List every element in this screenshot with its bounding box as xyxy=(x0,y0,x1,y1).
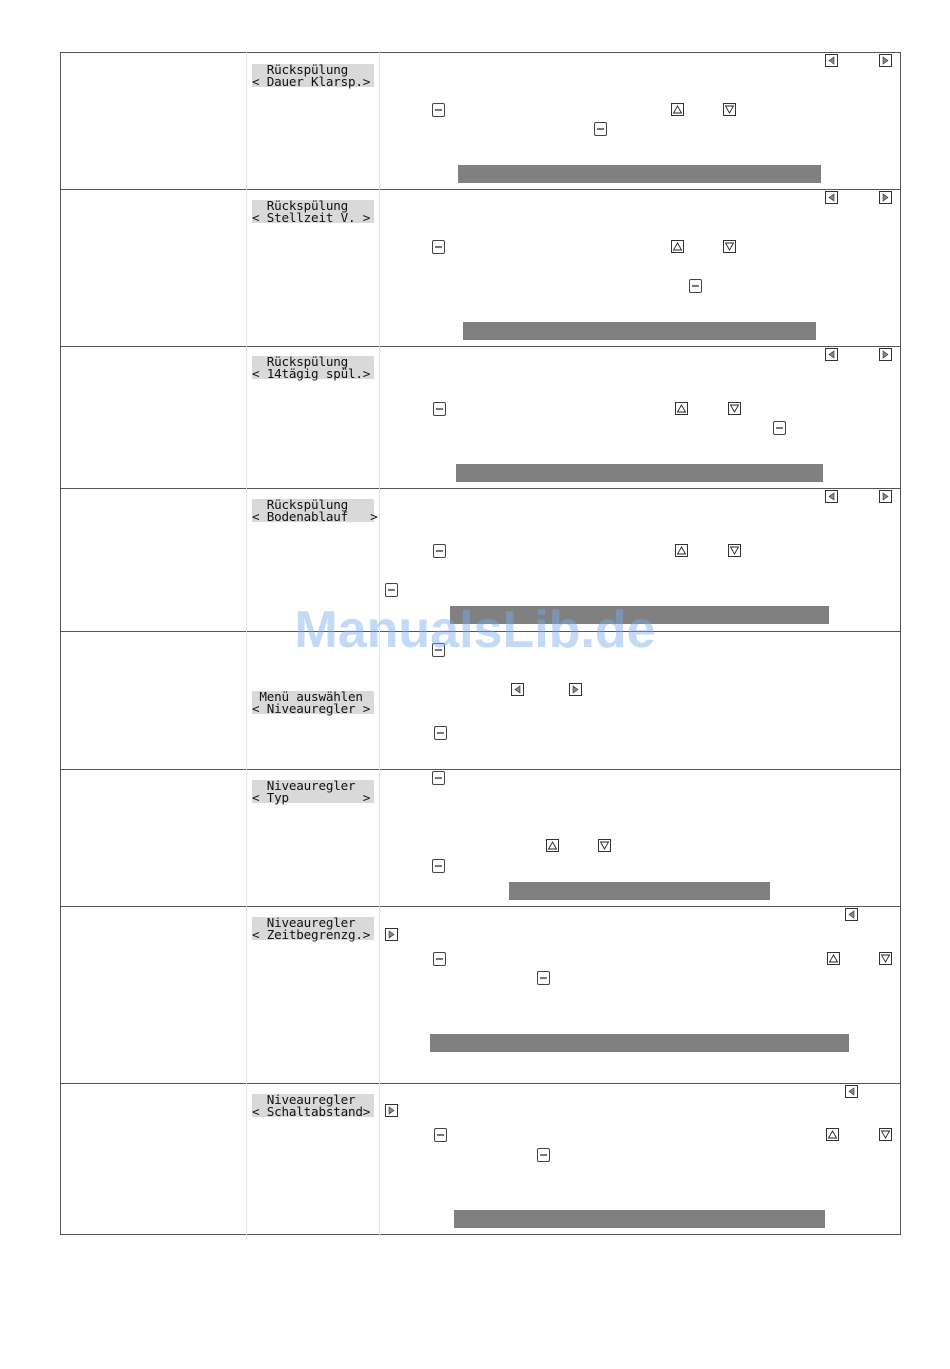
arrow-left-key-icon xyxy=(511,683,524,696)
arrow-left-key-icon xyxy=(845,908,858,921)
highlight-bar xyxy=(454,1210,825,1228)
arrow-left-key-icon xyxy=(825,490,838,503)
arrow-down-key-icon xyxy=(598,839,611,852)
arrow-down-key-icon xyxy=(879,952,892,965)
arrow-left-key-icon xyxy=(825,191,838,204)
column-divider xyxy=(379,52,380,1235)
table-rule xyxy=(60,1234,901,1235)
arrow-down-key-icon xyxy=(879,1128,892,1141)
menu-key-icon xyxy=(433,544,446,558)
menu-key-icon xyxy=(434,726,447,740)
lcd-display: Menü auswählen < Niveauregler > xyxy=(252,689,374,716)
menu-key-icon xyxy=(432,240,445,254)
menu-key-icon xyxy=(594,122,607,136)
arrow-up-key-icon xyxy=(675,402,688,415)
menu-key-icon xyxy=(433,952,446,966)
lcd-line: < Dauer Klarsp.> xyxy=(252,73,371,89)
highlight-bar xyxy=(450,606,829,624)
arrow-left-key-icon xyxy=(825,348,838,361)
highlight-bar xyxy=(463,322,816,340)
lcd-line: Rückspülung xyxy=(252,354,348,369)
lcd-display: Niveauregler < Schaltabstand> xyxy=(252,1092,374,1119)
lcd-line: < Zeitbegrenzg.> xyxy=(252,926,371,942)
table-rule xyxy=(60,1083,901,1084)
highlight-bar xyxy=(509,882,770,900)
arrow-up-key-icon xyxy=(671,240,684,253)
menu-key-icon xyxy=(432,771,445,785)
highlight-bar xyxy=(456,464,823,482)
lcd-line: Rückspülung xyxy=(252,62,348,77)
arrow-right-key-icon xyxy=(879,54,892,67)
table-rule xyxy=(60,906,901,907)
menu-key-icon xyxy=(432,859,445,873)
menu-key-icon xyxy=(385,583,398,597)
arrow-up-key-icon xyxy=(826,1128,839,1141)
arrow-left-key-icon xyxy=(825,54,838,67)
arrow-down-key-icon xyxy=(723,103,736,116)
lcd-display: Rückspülung < Bodenablauf > xyxy=(252,497,378,524)
arrow-right-key-icon xyxy=(879,348,892,361)
table-rule xyxy=(60,189,901,190)
lcd-display: Niveauregler < Zeitbegrenzg.> xyxy=(252,915,374,942)
arrow-down-key-icon xyxy=(723,240,736,253)
table-rule xyxy=(60,631,901,632)
lcd-line: < Stellzeit V. > xyxy=(252,209,371,225)
arrow-up-key-icon xyxy=(671,103,684,116)
arrow-right-key-icon xyxy=(879,490,892,503)
arrow-down-key-icon xyxy=(728,402,741,415)
lcd-line: Menü auswählen xyxy=(252,689,363,704)
arrow-right-key-icon xyxy=(385,1104,398,1117)
arrow-right-key-icon xyxy=(569,683,582,696)
lcd-line: Niveauregler xyxy=(252,778,356,793)
menu-key-icon xyxy=(432,643,445,657)
lcd-display: Rückspülung < Stellzeit V. > xyxy=(252,198,374,225)
arrow-right-key-icon xyxy=(385,928,398,941)
menu-key-icon xyxy=(537,1148,550,1162)
table-rule xyxy=(60,346,901,347)
lcd-display: Rückspülung < Dauer Klarsp.> xyxy=(252,62,374,89)
menu-key-icon xyxy=(432,103,445,117)
arrow-up-key-icon xyxy=(546,839,559,852)
menu-key-icon xyxy=(434,1128,447,1142)
lcd-line: Rückspülung xyxy=(252,198,348,213)
lcd-line: < Schaltabstand> xyxy=(252,1103,371,1119)
lcd-display: Niveauregler < Typ > xyxy=(252,778,374,805)
lcd-display: Rückspülung < 14tägig spül.> xyxy=(252,354,374,381)
lcd-line: < Typ > xyxy=(252,789,371,805)
arrow-down-key-icon xyxy=(728,544,741,557)
lcd-line: < Bodenablauf > xyxy=(252,508,378,524)
arrow-up-key-icon xyxy=(675,544,688,557)
table-border-right xyxy=(900,52,901,1235)
lcd-line: Niveauregler xyxy=(252,915,356,930)
table-rule xyxy=(60,52,901,53)
menu-key-icon xyxy=(433,402,446,416)
lcd-line: Rückspülung xyxy=(252,497,348,512)
lcd-line: < Niveauregler > xyxy=(252,700,371,716)
table-rule xyxy=(60,769,901,770)
arrow-up-key-icon xyxy=(827,952,840,965)
arrow-right-key-icon xyxy=(879,191,892,204)
highlight-bar xyxy=(458,165,821,183)
table-border-left xyxy=(60,52,61,1235)
lcd-line: < 14tägig spül.> xyxy=(252,365,371,381)
table-rule xyxy=(60,488,901,489)
menu-key-icon xyxy=(689,279,702,293)
menu-key-icon xyxy=(773,421,786,435)
highlight-bar xyxy=(430,1034,849,1052)
menu-key-icon xyxy=(537,971,550,985)
lcd-line: Niveauregler xyxy=(252,1092,356,1107)
arrow-left-key-icon xyxy=(845,1085,858,1098)
column-divider xyxy=(246,52,247,1235)
